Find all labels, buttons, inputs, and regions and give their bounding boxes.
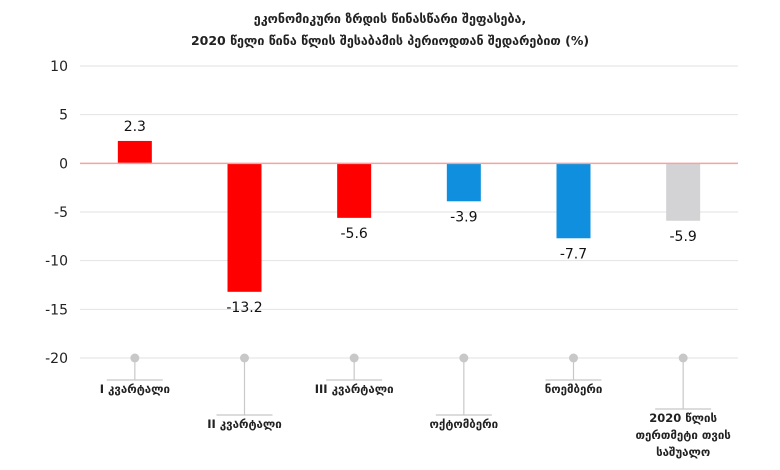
bar xyxy=(337,163,372,218)
x-axis-categories: I კვარტალი II კვარტალი III კვარტალი ოქტომბე… xyxy=(100,353,731,459)
data-label: -3.9 xyxy=(450,209,477,225)
category-label: თერთმეტი თვის xyxy=(635,428,730,442)
chart-title: ეკონომიკური ზრდის წინასწარი შეფასება, 20… xyxy=(0,8,780,52)
bar xyxy=(556,163,591,239)
value-labels: 2.3 -13.2 -5.6 -3.9 -7.7 -5.9 xyxy=(124,119,697,316)
data-label: -5.9 xyxy=(670,229,697,245)
y-tick-label: -5 xyxy=(54,205,68,221)
y-tick-label: 10 xyxy=(50,59,68,75)
y-tick-label: -10 xyxy=(45,254,68,270)
category-marker xyxy=(569,353,578,363)
bar xyxy=(117,140,152,164)
data-label: -7.7 xyxy=(560,246,587,262)
data-label: 2.3 xyxy=(124,119,146,135)
category-marker xyxy=(459,353,469,363)
chart-title-line-2: 2020 წელი წინა წლის შესაბამის პერიოდთან … xyxy=(190,33,590,48)
category-marker xyxy=(130,353,140,363)
bars xyxy=(117,140,701,292)
grid-lines xyxy=(80,65,738,359)
bar xyxy=(227,163,262,292)
category-label: 2020 წლის xyxy=(649,411,717,425)
category-label: III კვარტალი xyxy=(315,382,394,396)
data-label: -13.2 xyxy=(226,300,262,316)
y-tick-label: -15 xyxy=(45,302,68,318)
y-tick-label: 5 xyxy=(59,108,68,124)
bar xyxy=(446,163,481,202)
y-axis: 10 5 0 -5 -10 -15 -20 xyxy=(45,59,68,367)
chart-title-line-1: ეკონომიკური ზრდის წინასწარი შეფასება, xyxy=(253,11,527,26)
category-marker xyxy=(678,353,688,363)
y-tick-label: 0 xyxy=(59,156,68,172)
category-label: I კვარტალი xyxy=(100,382,170,396)
y-tick-label: -20 xyxy=(45,351,68,367)
category-label: ნოემბერი xyxy=(545,382,603,396)
bar xyxy=(666,163,701,221)
category-label: II კვარტალი xyxy=(207,417,282,431)
category-marker xyxy=(349,353,359,363)
category-label: საშუალო xyxy=(656,445,710,459)
data-label: -5.6 xyxy=(341,226,368,242)
category-label: ოქტომბერი xyxy=(430,417,499,431)
category-marker xyxy=(240,353,249,363)
